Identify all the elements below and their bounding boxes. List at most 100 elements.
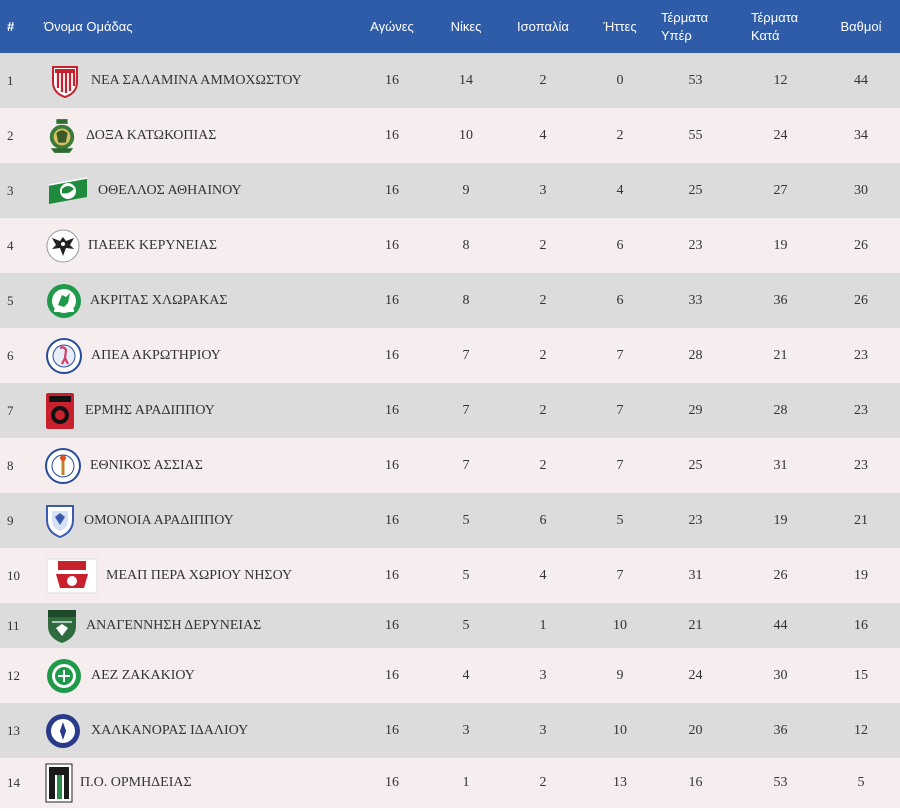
rank-cell: 4: [7, 237, 14, 253]
played-cell: 16: [385, 182, 399, 198]
team-name[interactable]: ΑΕΖ ΖΑΚΑΚΙΟΥ: [91, 667, 195, 683]
played-cell: 16: [385, 457, 399, 473]
goals-for-cell: 23: [688, 237, 703, 253]
wins-cell: 7: [462, 402, 470, 418]
header-goals-for-line1: Τέρματα: [661, 9, 709, 25]
wins-cell: 9: [462, 182, 470, 198]
wins-cell: 14: [459, 72, 473, 88]
header-team[interactable]: Όνομα Ομάδας: [44, 18, 133, 34]
losses-cell: 10: [613, 617, 627, 633]
table-row[interactable]: 4 ΠΑΕΕΚ ΚΕΡΥΝΕΙΑΣ 16 8 2 6 23 19 26: [0, 218, 900, 273]
team-name[interactable]: ΟΜΟΝΟΙΑ ΑΡΑΔΙΠΠΟΥ: [84, 512, 234, 528]
table-row[interactable]: 5 ΑΚΡΙΤΑΣ ΧΛΩΡΑΚΑΣ 16 8 2 6 33 36 26: [0, 273, 900, 328]
team-cell[interactable]: ΑΠΕΑ ΑΚΡΩΤΗΡΙΟΥ: [38, 328, 350, 383]
table-row[interactable]: 7 ΕΡΜΗΣ ΑΡΑΔΙΠΠΟΥ 16 7 2 7 29 28 23: [0, 383, 900, 438]
draws-cell: 1: [539, 617, 547, 633]
table-row[interactable]: 6 ΑΠΕΑ ΑΚΡΩΤΗΡΙΟΥ 16 7 2 7 28 21 23: [0, 328, 900, 383]
header-points[interactable]: Βαθμοί: [840, 18, 882, 34]
header-wins[interactable]: Νίκες: [450, 18, 482, 34]
header-played[interactable]: Αγώνες: [370, 18, 414, 34]
akritas-logo-icon: [46, 283, 82, 319]
header-row: # Όνομα Ομάδας Αγώνες Νίκες Ισοπαλία Ήττ…: [0, 0, 900, 53]
losses-cell: 5: [616, 512, 624, 528]
header-rank[interactable]: #: [7, 18, 15, 34]
table-row[interactable]: 10 ΜΕΑΠ ΠΕΡΑ ΧΩΡΙΟΥ ΝΗΣΟΥ 16 5 4 7 31 26 19: [0, 548, 900, 603]
table-row[interactable]: 13 ΧΑΛΚΑΝΟΡΑΣ ΙΔΑΛΙΟΥ 16 3 3 10 20 36 12: [0, 703, 900, 758]
goals-against-cell: 44: [773, 617, 788, 633]
team-cell[interactable]: ΟΘΕΛΛΟΣ ΑΘΗΑΙΝΟΥ: [38, 163, 350, 218]
goals-against-cell: 12: [773, 72, 788, 88]
points-cell: 44: [854, 72, 868, 88]
omonoia-logo-icon: [45, 503, 75, 539]
team-cell[interactable]: ΑΕΖ ΖΑΚΑΚΙΟΥ: [38, 648, 350, 703]
paeek-logo-icon: [46, 229, 80, 263]
played-cell: 16: [385, 667, 399, 683]
rank-cell: 8: [7, 457, 14, 473]
wins-cell: 7: [462, 457, 470, 473]
table-row[interactable]: 11 ΑΝΑΓΕΝΝΗΣΗ ΔΕΡΥΝΕΙΑΣ 16 5 1 10 21 44 16: [0, 603, 900, 648]
table-row[interactable]: 12 ΑΕΖ ΖΑΚΑΚΙΟΥ 16 4 3 9 24 30 15: [0, 648, 900, 703]
draws-cell: 2: [539, 775, 547, 790]
team-name[interactable]: ΕΡΜΗΣ ΑΡΑΔΙΠΠΟΥ: [85, 402, 215, 418]
team-name[interactable]: ΠΑΕΕΚ ΚΕΡΥΝΕΙΑΣ: [88, 237, 218, 253]
losses-cell: 7: [616, 347, 624, 363]
goals-against-cell: 19: [773, 237, 788, 253]
header-draws[interactable]: Ισοπαλία: [517, 18, 569, 34]
team-name[interactable]: ΟΘΕΛΛΟΣ ΑΘΗΑΙΝΟΥ: [98, 182, 242, 198]
goals-against-cell: 53: [773, 775, 788, 790]
goals-for-cell: 24: [688, 667, 703, 683]
losses-cell: 2: [616, 127, 624, 143]
team-cell[interactable]: ΔΟΞΑ ΚΑΤΩΚΟΠΙΑΣ: [38, 108, 350, 163]
team-cell[interactable]: ΝΕΑ ΣΑΛΑΜΙΝΑ ΑΜΜΟΧΩΣΤΟΥ: [38, 53, 350, 108]
team-cell[interactable]: ΟΜΟΝΟΙΑ ΑΡΑΔΙΠΠΟΥ: [38, 493, 350, 548]
rank-cell: 3: [7, 182, 14, 198]
points-cell: 21: [854, 512, 868, 528]
team-name[interactable]: Π.Ο. ΟΡΜΗΔΕΙΑΣ: [80, 775, 192, 790]
team-cell[interactable]: ΠΑΕΕΚ ΚΕΡΥΝΕΙΑΣ: [38, 218, 350, 273]
table-row[interactable]: 3 ΟΘΕΛΛΟΣ ΑΘΗΑΙΝΟΥ 16 9 3 4 25 27 30: [0, 163, 900, 218]
team-cell[interactable]: ΜΕΑΠ ΠΕΡΑ ΧΩΡΙΟΥ ΝΗΣΟΥ: [38, 548, 350, 603]
draws-cell: 2: [539, 402, 547, 418]
goals-against-cell: 19: [773, 512, 788, 528]
team-name[interactable]: ΑΚΡΙΤΑΣ ΧΛΩΡΑΚΑΣ: [90, 292, 228, 308]
wins-cell: 3: [462, 722, 470, 738]
table-row[interactable]: 9 ΟΜΟΝΟΙΑ ΑΡΑΔΙΠΠΟΥ 16 5 6 5 23 19 21: [0, 493, 900, 548]
team-name[interactable]: ΔΟΞΑ ΚΑΤΩΚΟΠΙΑΣ: [86, 127, 217, 143]
goals-for-cell: 33: [688, 292, 703, 308]
team-name[interactable]: ΕΘΝΙΚΟΣ ΑΣΣΙΑΣ: [90, 457, 203, 473]
header-goals-for[interactable]: Τέρματα Υπέρ: [652, 0, 739, 53]
header-losses[interactable]: Ήττες: [603, 18, 637, 34]
apea-logo-icon: [46, 337, 82, 374]
team-name[interactable]: ΧΑΛΚΑΝΟΡΑΣ ΙΔΑΛΙΟΥ: [91, 722, 249, 738]
draws-cell: 3: [539, 667, 547, 683]
rank-cell: 14: [7, 775, 20, 790]
header-goals-against[interactable]: Τέρματα Κατά: [739, 0, 822, 53]
wins-cell: 10: [459, 127, 473, 143]
goals-for-cell: 16: [688, 775, 703, 790]
team-name[interactable]: ΜΕΑΠ ΠΕΡΑ ΧΩΡΙΟΥ ΝΗΣΟΥ: [106, 567, 293, 583]
played-cell: 16: [385, 72, 399, 88]
draws-cell: 2: [539, 72, 547, 88]
team-cell[interactable]: ΑΚΡΙΤΑΣ ΧΛΩΡΑΚΑΣ: [38, 273, 350, 328]
nea-salamina-logo-icon: [50, 64, 80, 98]
team-name[interactable]: ΝΕΑ ΣΑΛΑΜΙΝΑ ΑΜΜΟΧΩΣΤΟΥ: [91, 72, 302, 88]
table-row[interactable]: 14 Π.Ο. ΟΡΜΗΔΕΙΑΣ 16 1 2 13 16 53 5: [0, 758, 900, 808]
team-cell[interactable]: ΧΑΛΚΑΝΟΡΑΣ ΙΔΑΛΙΟΥ: [38, 703, 350, 758]
ermis-logo-icon: [45, 392, 75, 430]
goals-against-cell: 36: [773, 292, 788, 308]
team-cell[interactable]: Π.Ο. ΟΡΜΗΔΕΙΑΣ: [38, 758, 350, 808]
table-row[interactable]: 1 ΝΕΑ ΣΑΛΑΜΙΝΑ ΑΜΜΟΧΩΣΤΟΥ 16 14 2 0 53 12 44: [0, 53, 900, 108]
draws-cell: 3: [539, 722, 547, 738]
played-cell: 16: [385, 292, 399, 308]
team-cell[interactable]: ΑΝΑΓΕΝΝΗΣΗ ΔΕΡΥΝΕΙΑΣ: [38, 603, 350, 648]
team-name[interactable]: ΑΝΑΓΕΝΝΗΣΗ ΔΕΡΥΝΕΙΑΣ: [86, 617, 262, 633]
team-cell[interactable]: ΕΡΜΗΣ ΑΡΑΔΙΠΠΟΥ: [38, 383, 350, 438]
team-name[interactable]: ΑΠΕΑ ΑΚΡΩΤΗΡΙΟΥ: [91, 347, 221, 363]
goals-for-cell: 29: [688, 402, 703, 418]
table-row[interactable]: 8 ΕΘΝΙΚΟΣ ΑΣΣΙΑΣ 16 7 2 7 25 31 23: [0, 438, 900, 493]
points-cell: 34: [854, 127, 868, 143]
team-cell[interactable]: ΕΘΝΙΚΟΣ ΑΣΣΙΑΣ: [38, 438, 350, 493]
table-row[interactable]: 2 ΔΟΞΑ ΚΑΤΩΚΟΠΙΑΣ 16 10 4 2 55 24 34: [0, 108, 900, 163]
played-cell: 16: [385, 567, 399, 583]
rank-cell: 7: [7, 402, 14, 418]
